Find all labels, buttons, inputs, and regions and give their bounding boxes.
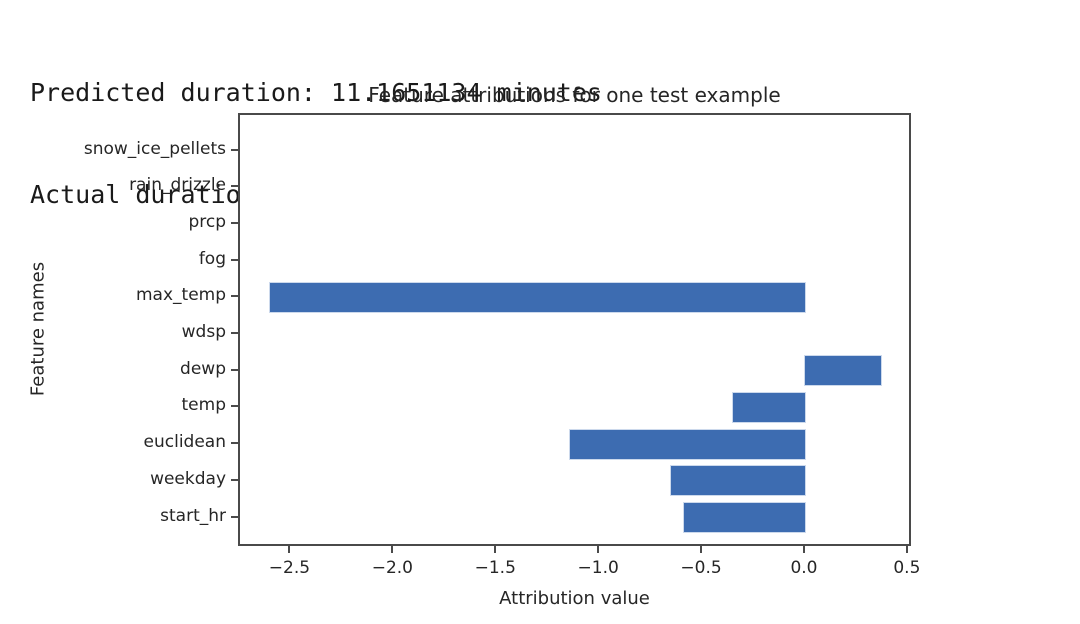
x-tick-mark [802,546,805,553]
y-tick-label-temp: temp [181,395,226,416]
y-tick-mark [231,221,238,224]
y-tick-mark [231,258,238,261]
y-tick-mark [231,332,238,334]
bar-dewp [803,355,883,387]
y-tick-label-prcp: prcp [188,211,226,232]
y-tick-mark [231,185,238,188]
y-tick-mark [231,515,238,518]
y-tick-label-max_temp: max_temp [135,285,226,306]
y-tick-label-euclidean: euclidean [143,432,226,453]
bar-weekday [670,465,806,497]
x-tick-label: −1.0 [577,558,619,578]
y-tick-label-wdsp: wdsp [181,322,226,342]
x-tick-label: −0.5 [680,558,722,578]
plot-area [238,113,911,546]
x-tick-label: 0.5 [893,558,921,578]
x-tick-label: −1.5 [474,558,516,578]
x-tick-mark [905,546,908,553]
x-tick-mark [597,546,600,553]
bar-start_hr [682,502,806,533]
y-tick-label-weekday: weekday [150,468,226,489]
y-tick-label-fog: fog [198,248,226,269]
y-tick-label-rain_drizzle: rain_drizzle [129,175,226,196]
x-axis-label: Attribution value [499,588,650,609]
x-tick-mark [700,546,703,553]
bar-temp [731,391,806,423]
y-tick-label-snow_ice_pellets: snow_ice_pellets [83,138,226,159]
y-tick-mark [231,368,238,371]
y-tick-label-start_hr: start_hr [160,505,226,526]
y-tick-label-dewp: dewp [180,358,226,379]
y-tick-mark [231,295,238,298]
y-tick-mark [231,148,238,151]
x-tick-label: −2.0 [371,558,413,578]
x-tick-mark [494,546,497,553]
x-tick-mark [391,546,394,553]
y-tick-mark [231,405,238,408]
predicted-duration-text: Predicted duration: 11.1651134 minutes [30,78,602,107]
y-tick-mark [231,478,238,481]
x-tick-label: 0.0 [790,558,818,578]
y-tick-mark [231,442,238,445]
x-tick-label: −2.5 [268,558,311,578]
bar-max_temp [268,281,806,313]
bar-euclidean [569,428,806,460]
x-tick-mark [288,546,291,553]
chart-title: Feature attributions for one test exampl… [368,83,781,107]
